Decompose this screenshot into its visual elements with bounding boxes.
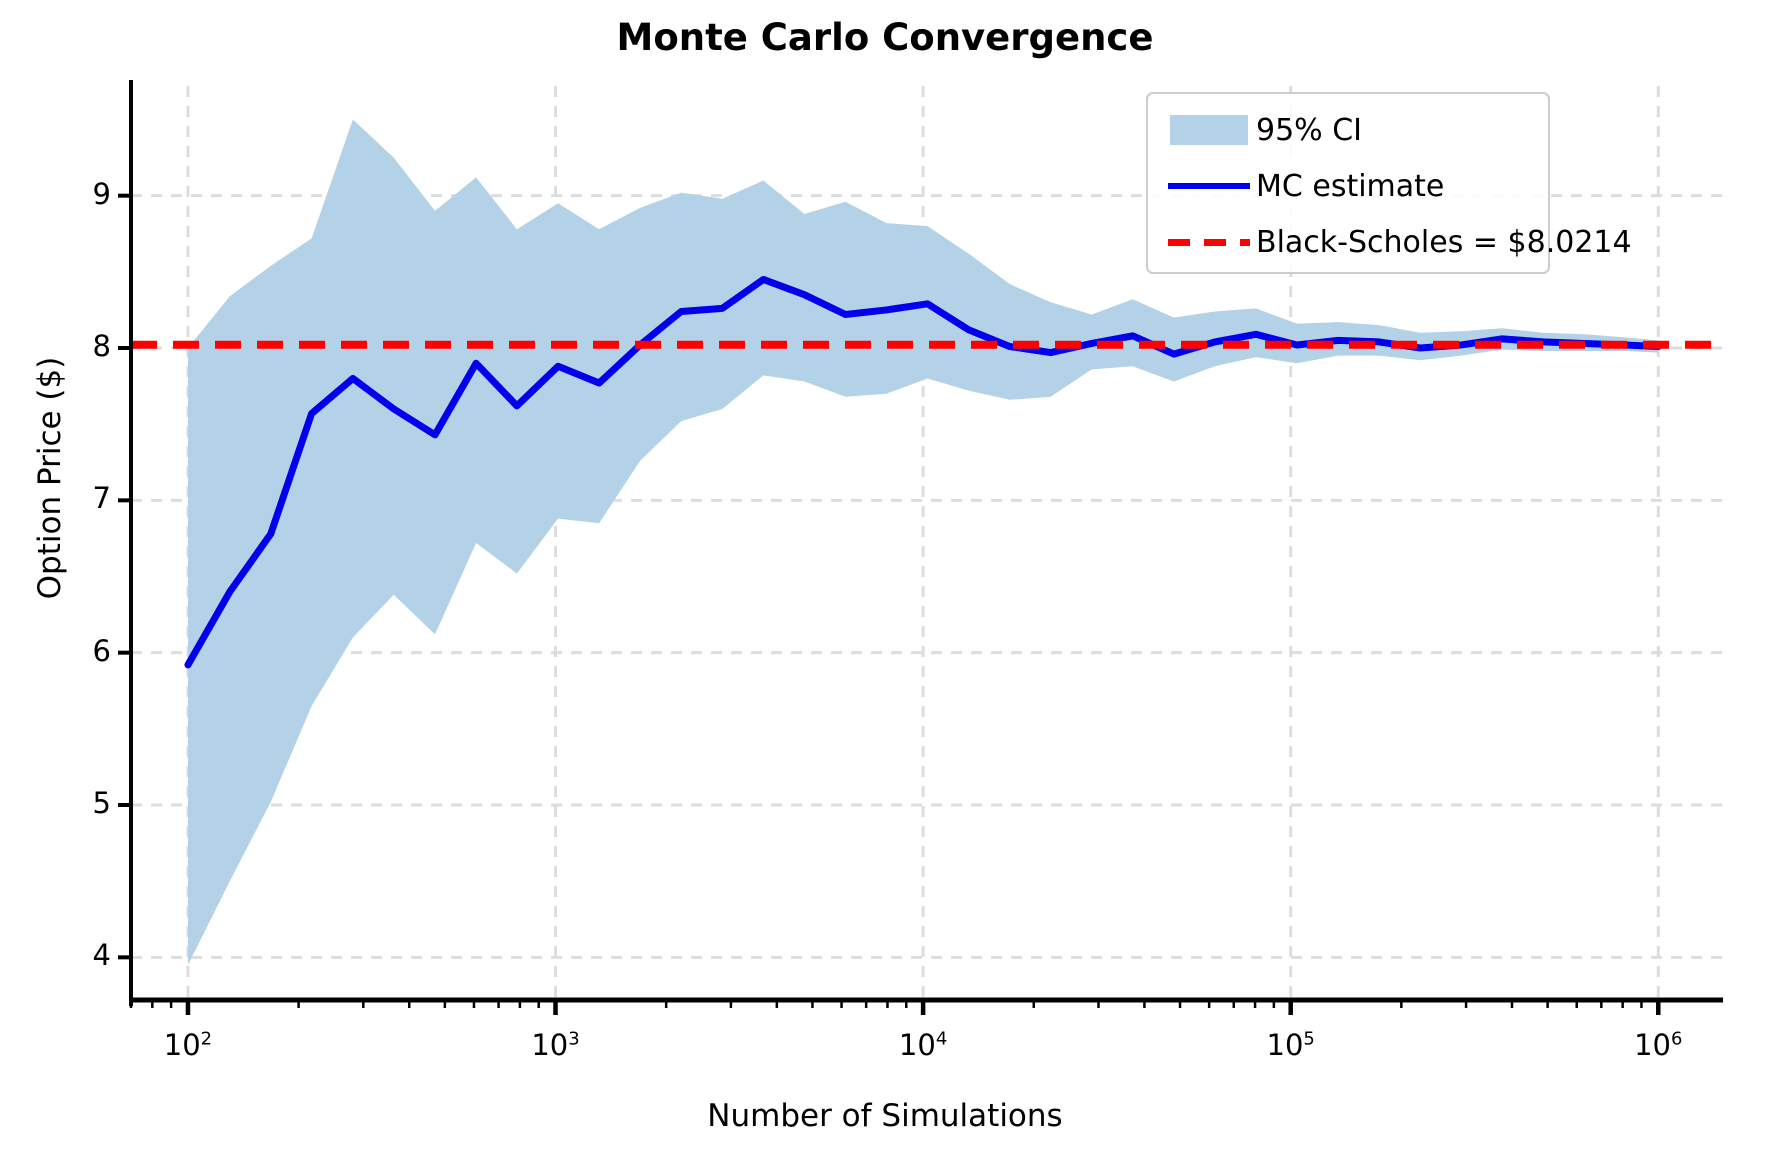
- x-tick-label: 106: [1634, 1028, 1683, 1062]
- x-axis-label: Number of Simulations: [707, 1098, 1063, 1134]
- y-tick-label: 6: [92, 633, 111, 668]
- ci-polygon: [187, 119, 1659, 965]
- y-tick-label: 5: [92, 786, 111, 820]
- confidence-band-area: [187, 119, 1659, 965]
- mc-estimate-polyline: [184, 275, 1662, 669]
- legend-label-mc: MC estimate: [1256, 168, 1445, 204]
- legend-label-ci: 95% CI: [1256, 112, 1363, 148]
- y-tick-label: 9: [92, 176, 111, 211]
- legend-entry-bs: Black-Scholes = $8.0214: [1148, 214, 1632, 270]
- legend-entry-mc: MC estimate: [1148, 158, 1548, 214]
- x-tick-label: 102: [163, 1028, 213, 1062]
- axis-spines: [129, 80, 1723, 1006]
- chart-title: Monte Carlo Convergence: [616, 16, 1154, 59]
- legend-entry-ci: 95% CI: [1148, 102, 1548, 158]
- legend-key-mc-line: [1162, 183, 1256, 189]
- legend-key-ci-patch: [1162, 115, 1256, 145]
- x-tick-label: 105: [1266, 1028, 1315, 1062]
- y-tick-label: 7: [92, 481, 111, 516]
- x-tick-label: 104: [898, 1028, 948, 1062]
- y-axis-label: Option Price ($): [32, 356, 68, 600]
- y-tick-label: 8: [92, 329, 111, 363]
- chart-legend[interactable]: 95% CI MC estimate Black-Scholes = $8.02…: [1146, 92, 1632, 274]
- x-tick-label: 103: [531, 1028, 580, 1062]
- legend-key-bs-dashed-line: [1162, 238, 1256, 246]
- mc-estimate-line: [184, 275, 1662, 669]
- y-tick-label: 4: [92, 938, 111, 973]
- legend-label-bs: Black-Scholes = $8.0214: [1256, 224, 1632, 260]
- axis-tick-marks: [118, 193, 1661, 1015]
